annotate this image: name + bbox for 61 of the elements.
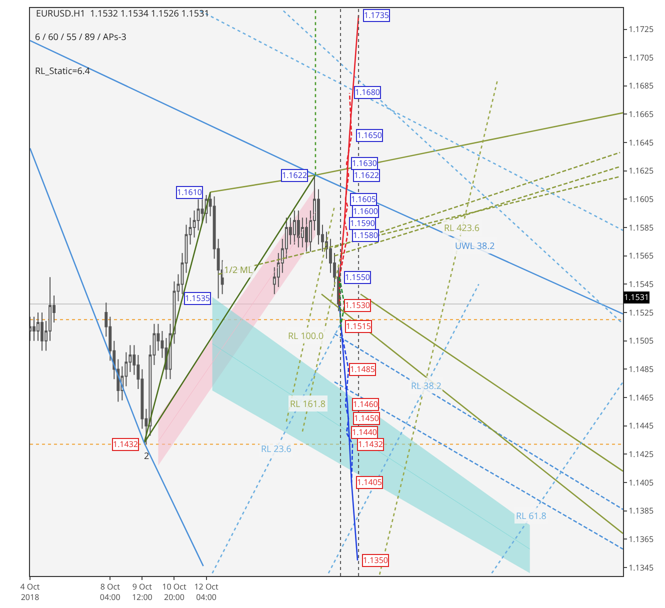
y-tick-label: 1.1385 <box>628 506 654 517</box>
x-tick-label: 9 Oct 12:00 <box>132 582 153 603</box>
annotation: 1.1405 <box>357 477 382 488</box>
annotation: 1.1590 <box>350 218 376 229</box>
y-tick-label: 1.1505 <box>628 336 654 347</box>
x-tick-label: 8 Oct 04:00 <box>100 582 121 603</box>
y-tick-label: 1.1645 <box>628 137 654 148</box>
annotation: 1.1485 <box>350 364 376 375</box>
y-tick-label: 1.1685 <box>628 80 654 92</box>
x-tick-label: 4 Oct 2018 <box>20 582 40 603</box>
y-tick-label: 1.1705 <box>628 52 654 64</box>
annotation: 1.1440 <box>352 427 378 438</box>
y-tick-label: 1.1425 <box>628 448 654 460</box>
series-label: 1/2 ML <box>224 263 254 276</box>
annotation: 1.1432 <box>113 439 138 450</box>
annotation: 2 <box>144 449 150 462</box>
text: 6 / 60 / 55 / 89 / APs-3 <box>35 30 126 43</box>
annotation: 1.1460 <box>353 399 378 410</box>
annotation: 1.1600 <box>353 206 378 217</box>
annotation: 1.1735 <box>364 10 390 21</box>
annotation: 1.1515 <box>346 321 372 332</box>
annotation: 1.1605 <box>351 194 376 205</box>
y-tick-label: 1.1525 <box>628 307 654 318</box>
annotation: 1.1630 <box>352 158 378 169</box>
y-tick-label: 1.1605 <box>628 194 654 206</box>
series-label: RL 423.6 <box>444 221 480 234</box>
annotation: 1.1610 <box>177 187 202 198</box>
y-tick-label: 1.1465 <box>628 392 654 404</box>
series-label: RL 61.8 <box>516 509 546 522</box>
y-tick-label: 1.1485 <box>628 364 654 375</box>
x-tick-label: 10 Oct 20:00 <box>162 582 186 603</box>
annotation: 1.1432 <box>358 439 384 450</box>
annotation: RL_Static=6.4 <box>35 64 90 77</box>
annotation: 1.1530 <box>345 300 370 311</box>
y-tick-label: 1.1545 <box>628 279 654 290</box>
annotation: 1.1622 <box>282 170 308 181</box>
series-label: RL 100.0 <box>288 329 324 342</box>
series-label: UWL 38.2 <box>455 239 495 252</box>
y-tick-label: 1.1365 <box>628 534 654 545</box>
series-label: RL 23.6 <box>261 442 292 455</box>
annotation: 1.1350 <box>363 555 388 566</box>
y-tick-label: 1.1565 <box>628 250 654 262</box>
y-tick-label: 1.1625 <box>628 166 654 177</box>
annotation: 1.1650 <box>357 130 382 141</box>
annotation: 1.1622 <box>354 170 380 181</box>
y-tick-label: 1.1725 <box>628 24 654 36</box>
annotation: 1.1450 <box>354 413 380 424</box>
annotation: 1.1680 <box>355 87 380 98</box>
annotation: 1.1535 <box>185 293 210 304</box>
y-tick-label: 1.1585 <box>628 222 654 234</box>
annotation: 1.1550 <box>345 272 370 283</box>
y-tick-label: 1.1345 <box>628 562 654 574</box>
y-tick-label: 1.1445 <box>628 420 654 432</box>
ref-line-label: 1.1531 <box>624 292 649 303</box>
series-label: RL 38.2 <box>411 379 442 392</box>
series-label: RL 161.8 <box>290 397 326 410</box>
chart-title: EURUSD.H1 1.1532 1.1534 1.1526 1.1531 <box>36 6 210 20</box>
x-tick-label: 12 Oct 04:00 <box>194 582 219 603</box>
y-tick-label: 1.1405 <box>628 477 654 488</box>
annotation: 1.1580 <box>353 230 378 241</box>
y-tick-label: 1.1665 <box>628 109 654 120</box>
